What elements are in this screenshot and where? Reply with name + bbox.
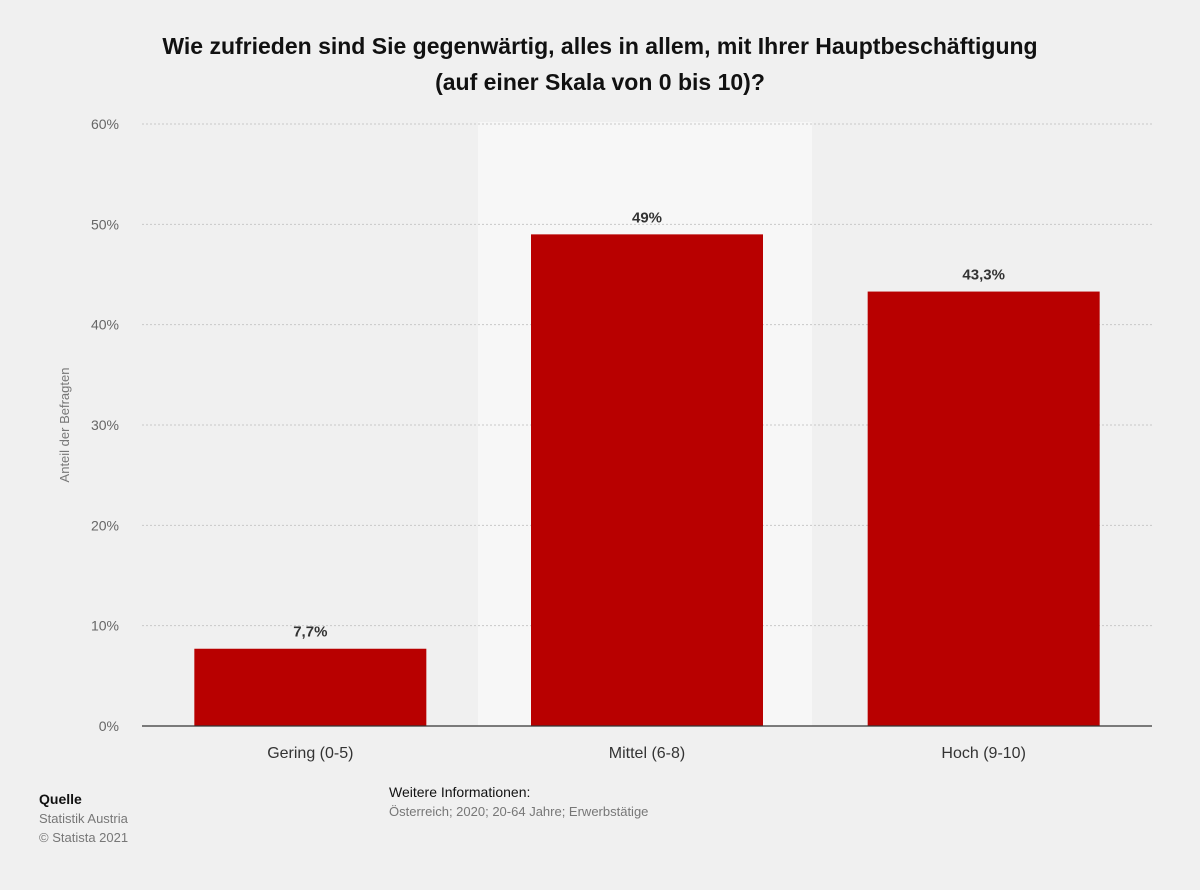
y-tick-label: 0% — [99, 718, 119, 734]
y-tick-label: 20% — [91, 517, 119, 533]
x-category-label: Gering (0-5) — [267, 745, 353, 762]
info-heading: Weitere Informationen: — [389, 784, 531, 800]
info-text: Österreich; 2020; 20-64 Jahre; Erwerbstä… — [389, 804, 649, 819]
chart-title-line-2: (auf einer Skala von 0 bis 10)? — [435, 69, 765, 95]
x-axis-categories: Gering (0-5) Mittel (6-8) Hoch (9-10) — [267, 745, 1026, 762]
source-name[interactable]: Statistik Austria — [39, 811, 128, 826]
x-category-label: Mittel (6-8) — [609, 745, 685, 762]
bar[interactable] — [867, 291, 1100, 726]
source-block: Quelle Statistik Austria © Statista 2021 — [39, 790, 128, 847]
bars — [194, 234, 1100, 726]
data-label: 7,7% — [293, 624, 327, 641]
y-axis-label: Anteil der Befragten — [57, 368, 72, 483]
data-label: 43,3% — [962, 267, 1005, 284]
bar[interactable] — [194, 648, 427, 726]
copyright-text: © Statista 2021 — [39, 830, 129, 845]
y-tick-label: 10% — [91, 618, 119, 634]
data-label: 49% — [632, 209, 662, 226]
chart-title: Wie zufrieden sind Sie gegenwärtig, alle… — [0, 28, 1200, 100]
y-axis-ticks: 0% 10% 20% 30% 40% 50% 60% — [91, 116, 119, 734]
source-heading: Quelle — [39, 791, 82, 807]
y-tick-label: 50% — [91, 216, 119, 232]
chart-title-line-1: Wie zufrieden sind Sie gegenwärtig, alle… — [162, 33, 1038, 59]
bar-chart: 0% 10% 20% 30% 40% 50% 60% 7,7% 49% 43,3% Gering… — [57, 116, 1152, 762]
x-category-label: Hoch (9-10) — [941, 745, 1025, 762]
y-tick-label: 60% — [91, 116, 119, 132]
data-labels: 7,7% 49% 43,3% — [293, 209, 1005, 640]
bar[interactable] — [531, 234, 763, 726]
info-block: Weitere Informationen: Österreich; 2020;… — [389, 783, 648, 821]
y-tick-label: 30% — [91, 417, 119, 433]
y-tick-label: 40% — [91, 317, 119, 333]
